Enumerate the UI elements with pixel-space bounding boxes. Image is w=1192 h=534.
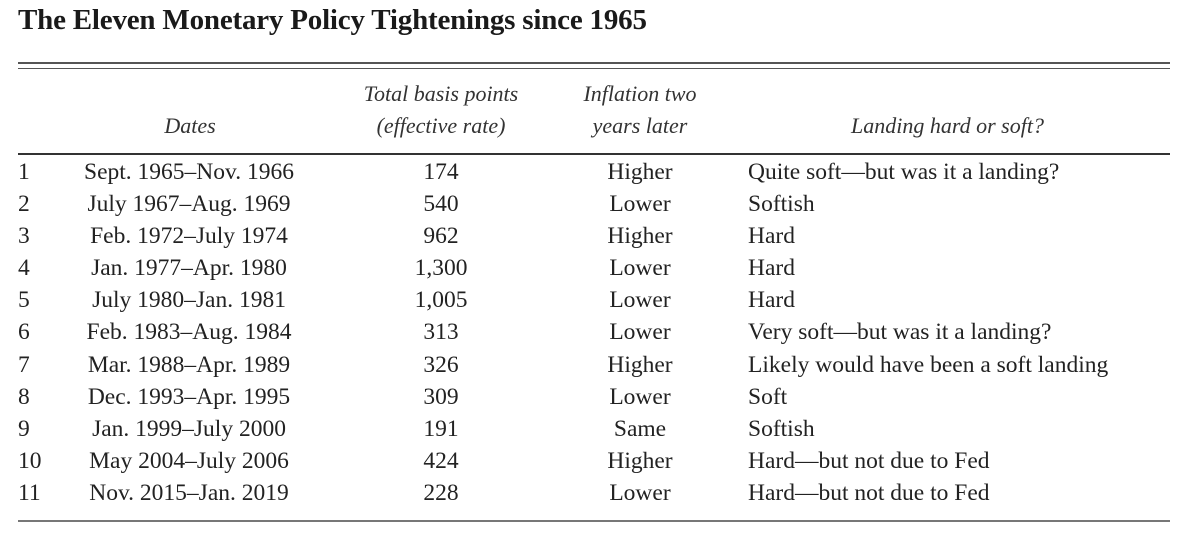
top-double-rule-upper (18, 62, 1170, 64)
row-dates: Sept. 1965–Nov. 1966 (84, 159, 294, 185)
row-dates: Dec. 1993–Apr. 1995 (87, 383, 291, 410)
table-row: 2 July 1967–Aug. 1969 540 Lower Softish (18, 188, 1170, 220)
row-dates: Jan. 1977–Apr. 1980 (91, 255, 287, 282)
row-landing: Hard (748, 223, 795, 250)
header-landing: Landing hard or soft? (851, 113, 1044, 138)
row-number: 4 (18, 255, 30, 282)
row-inflation: Lower (609, 319, 671, 346)
row-inflation: Higher (607, 351, 673, 378)
row-number: 7 (18, 351, 30, 378)
row-landing: Softish (748, 191, 815, 218)
row-inflation: Lower (609, 255, 671, 282)
table-row: 3 Feb. 1972–July 1974 962 Higher Hard (18, 220, 1170, 252)
row-inflation: Higher (607, 447, 673, 474)
row-dates: Jan. 1999–July 2000 (92, 415, 286, 442)
table-row: 9 Jan. 1999–July 2000 191 Same Softish (18, 413, 1170, 445)
table-row: 8 Dec. 1993–Apr. 1995 309 Lower Soft (18, 381, 1170, 413)
row-basis-points: 326 (423, 351, 459, 378)
row-landing: Soft (748, 383, 788, 410)
row-number: 11 (18, 479, 41, 506)
row-dates: Feb. 1983–Aug. 1984 (86, 319, 292, 346)
row-landing: Quite soft—but was it a landing? (748, 159, 1060, 185)
row-basis-points: 424 (423, 447, 459, 474)
row-number: 1 (18, 159, 30, 185)
row-landing: Likely would have been a soft landing (748, 351, 1109, 378)
row-basis-points: 191 (423, 415, 459, 442)
table-row: 11 Nov. 2015–Jan. 2019 228 Lower Hard—but no… (18, 477, 1170, 509)
table-row: 7 Mar. 1988–Apr. 1989 326 Higher Likely woul… (18, 349, 1170, 381)
header-rule (18, 153, 1170, 155)
row-basis-points: 540 (423, 191, 459, 218)
row-number: 8 (18, 383, 30, 410)
row-basis-points: 1,005 (414, 287, 468, 314)
row-inflation: Same (613, 415, 667, 442)
top-double-rule-lower (18, 68, 1170, 69)
table-row: 5 July 1980–Jan. 1981 1,005 Lower Hard (18, 284, 1170, 316)
row-basis-points: 228 (423, 479, 459, 506)
table-title: The Eleven Monetary Policy Tightenings s… (18, 4, 647, 36)
header-inflation-line2: years later (592, 113, 688, 138)
row-number: 6 (18, 319, 30, 346)
table-body: 1 Sept. 1965–Nov. 1966 174 Higher Quite soft… (18, 156, 1170, 509)
row-dates: Feb. 1972–July 1974 (90, 223, 288, 250)
row-basis-points: 313 (423, 319, 459, 346)
header-inflation: Inflation two years later (560, 78, 720, 142)
row-dates: May 2004–July 2006 (89, 447, 289, 474)
row-inflation: Lower (609, 383, 671, 410)
table-row: 4 Jan. 1977–Apr. 1980 1,300 Lower Hard (18, 252, 1170, 284)
bottom-rule (18, 520, 1170, 522)
row-number: 2 (18, 191, 30, 218)
row-inflation: Lower (609, 287, 671, 314)
row-inflation: Lower (609, 191, 671, 218)
header-dates: Dates (164, 113, 216, 138)
row-number: 5 (18, 287, 30, 314)
row-landing: Hard—but not due to Fed (748, 447, 990, 474)
row-dates: July 1980–Jan. 1981 (92, 287, 286, 314)
row-number: 10 (18, 447, 42, 474)
row-dates: Mar. 1988–Apr. 1989 (87, 351, 291, 378)
row-inflation: Lower (609, 479, 671, 506)
table-row: 6 Feb. 1983–Aug. 1984 313 Lower Very soft—bu… (18, 316, 1170, 348)
row-number: 9 (18, 415, 30, 442)
row-dates: Nov. 2015–Jan. 2019 (89, 479, 289, 506)
header-basis-points-line1: Total basis points (363, 81, 519, 106)
row-basis-points: 1,300 (414, 255, 468, 282)
row-dates: July 1967–Aug. 1969 (87, 191, 291, 218)
row-landing: Hard—but not due to Fed (748, 479, 990, 506)
header-basis-points-line2: (effective rate) (376, 113, 506, 138)
header-inflation-line1: Inflation two (583, 81, 697, 106)
header-basis-points: Total basis points (effective rate) (330, 78, 552, 142)
row-basis-points: 174 (423, 159, 459, 185)
row-number: 3 (18, 223, 30, 250)
row-landing: Hard (748, 255, 795, 282)
table-row: 1 Sept. 1965–Nov. 1966 174 Higher Quite soft… (18, 156, 1170, 188)
row-inflation: Higher (607, 223, 673, 250)
row-basis-points: 962 (423, 223, 459, 250)
row-landing: Hard (748, 287, 795, 314)
row-basis-points: 309 (423, 383, 459, 410)
row-inflation: Higher (607, 159, 673, 185)
table-row: 10 May 2004–July 2006 424 Higher Hard—but no… (18, 445, 1170, 477)
row-landing: Very soft—but was it a landing? (748, 319, 1052, 346)
row-landing: Softish (748, 415, 815, 442)
